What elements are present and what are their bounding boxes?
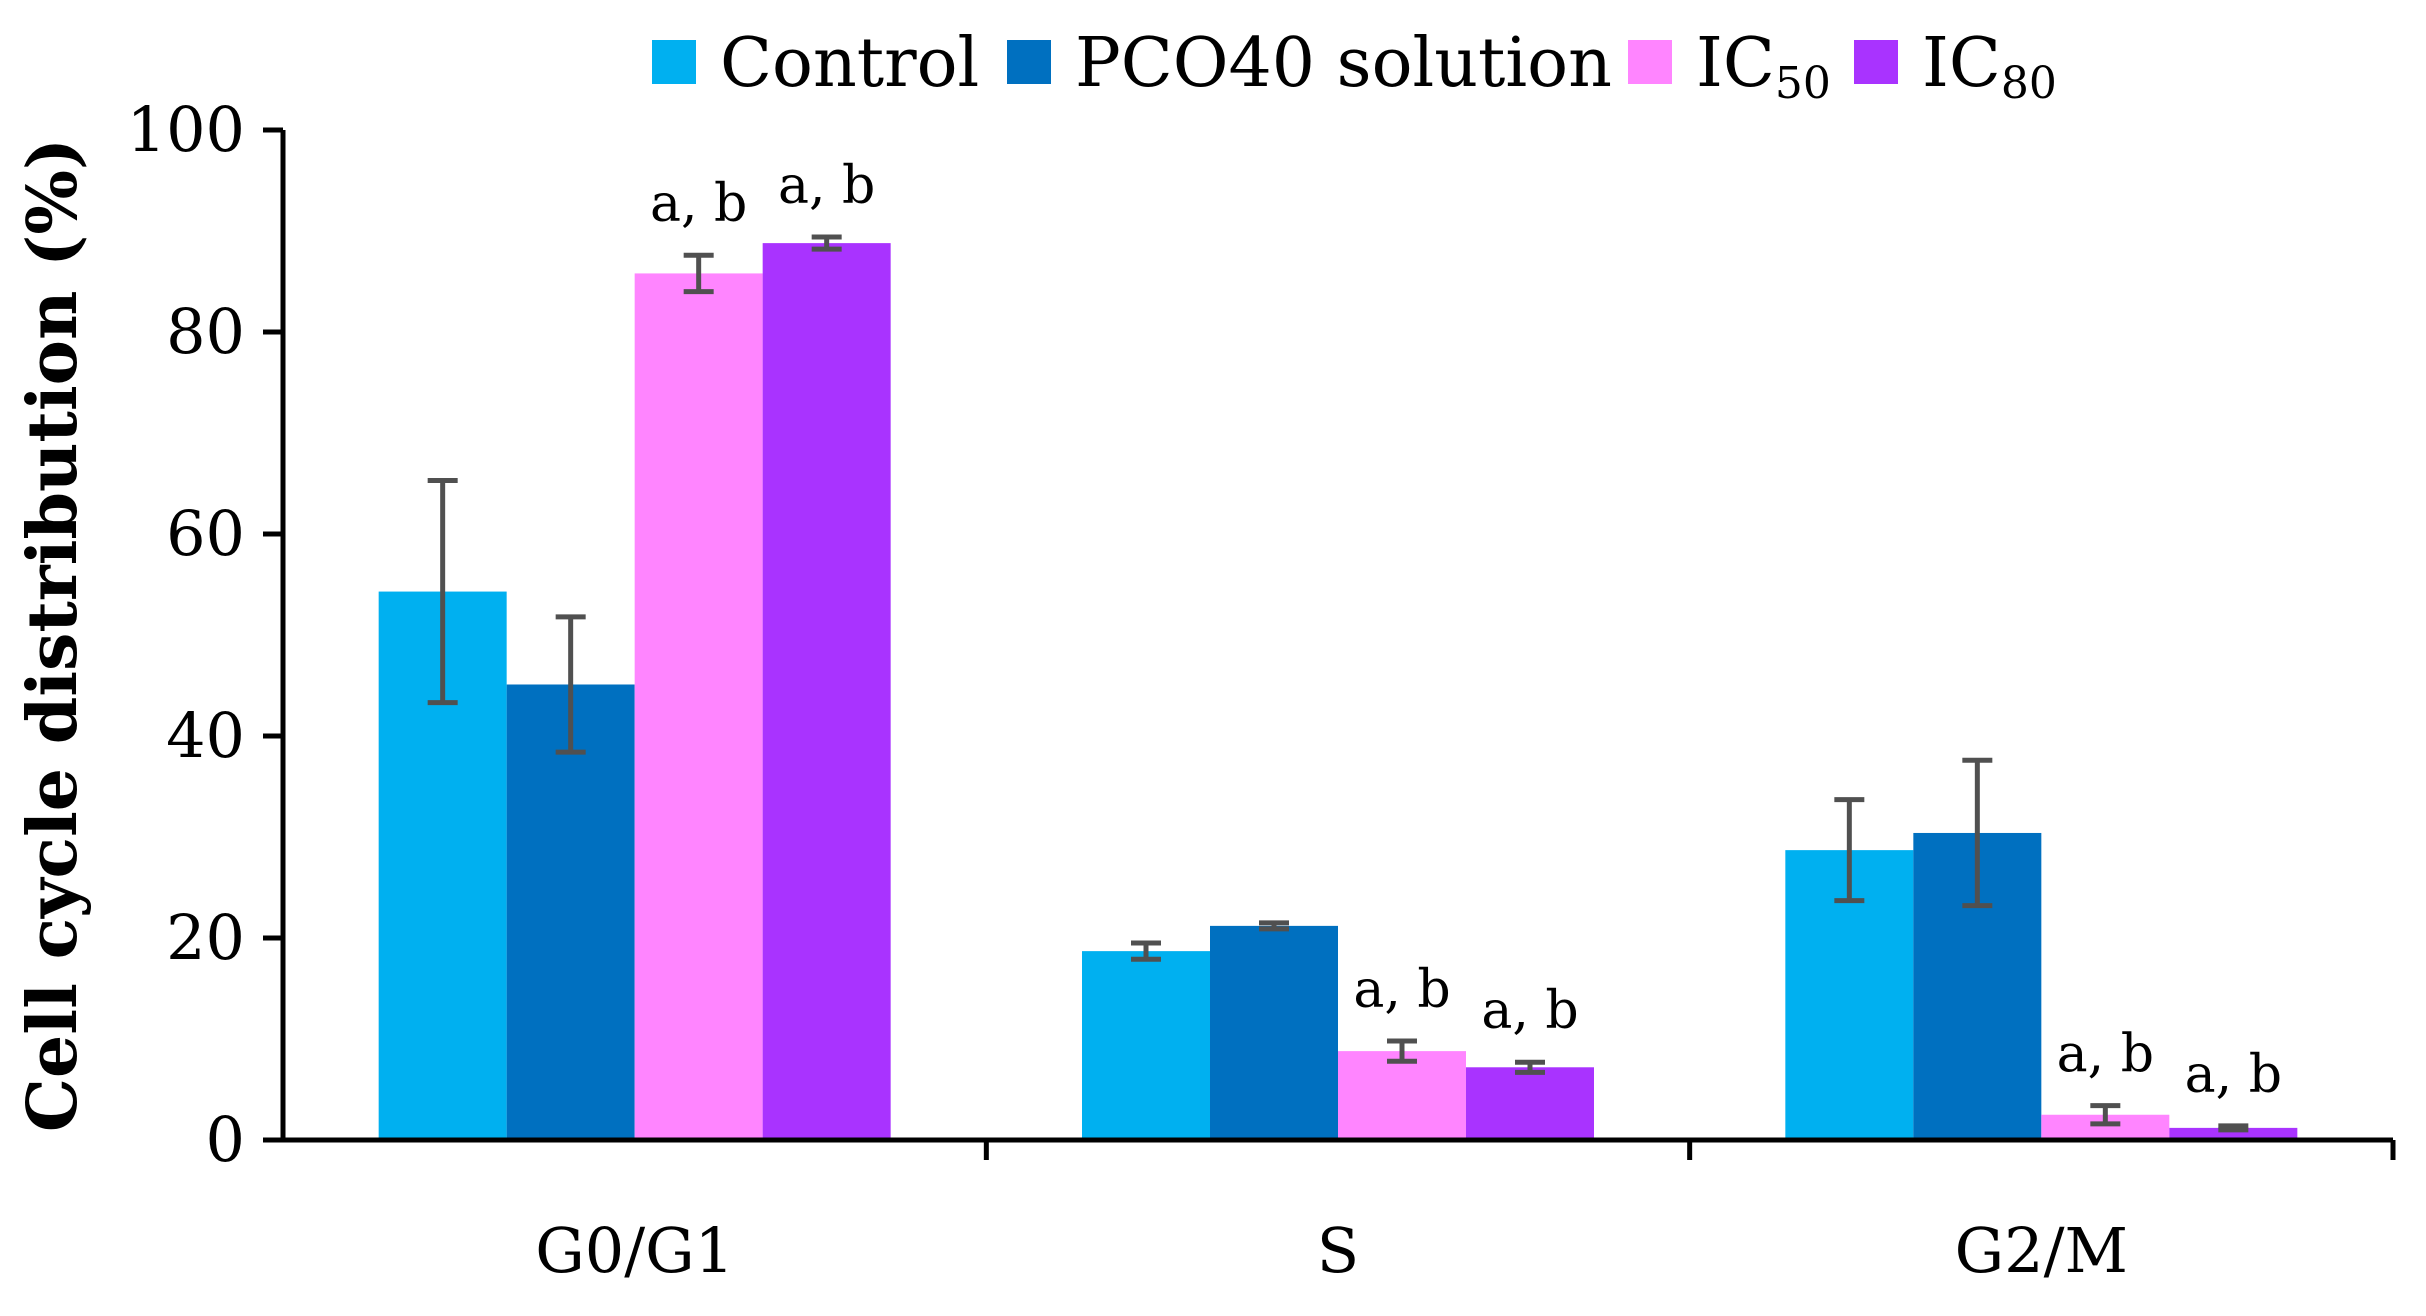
x-category-label: G2/M — [1955, 1214, 2128, 1287]
legend-label: Control — [720, 24, 979, 103]
legend: Control PCO40 solution IC50 IC80 — [652, 24, 2057, 109]
y-tick-label: 60 — [166, 497, 245, 570]
bar — [1210, 925, 1338, 1140]
bar — [634, 273, 763, 1140]
y-axis-title: Cell cycle distribution (%) — [13, 138, 93, 1132]
y-tick-label: 20 — [166, 901, 245, 974]
legend-label-subscript: 50 — [1775, 58, 1831, 109]
significance-label: a, b — [1353, 960, 1450, 1020]
x-category-label: G0/G1 — [535, 1214, 734, 1287]
legend-swatch — [1007, 40, 1051, 84]
y-tick-label: 80 — [166, 295, 245, 368]
bar — [1082, 951, 1210, 1140]
bars-layer — [378, 243, 2298, 1140]
error-bars-layer — [427, 234, 2249, 1133]
y-tick-label: 40 — [166, 699, 245, 772]
legend-swatch — [1628, 40, 1672, 84]
bar — [2169, 1127, 2298, 1140]
bar — [1338, 1051, 1466, 1140]
axes-layer: 0 20 40 60 80 100 G0/G1 S G2/M — [127, 93, 2396, 1287]
y-tick-label: 0 — [206, 1103, 245, 1176]
x-category-label: S — [1317, 1214, 1359, 1287]
legend-label: IC50 — [1696, 24, 1831, 109]
annotations-layer: a, b a, b a, b a, b a, b a, b — [650, 156, 2282, 1105]
significance-label: a, b — [650, 174, 747, 234]
legend-label-subscript: 80 — [2001, 58, 2057, 109]
legend-label: PCO40 solution — [1075, 24, 1612, 103]
y-tick-label: 100 — [127, 93, 245, 166]
bar — [1466, 1067, 1594, 1140]
bar — [762, 243, 891, 1140]
legend-swatch — [1854, 40, 1898, 84]
legend-swatch — [652, 40, 696, 84]
significance-label: a, b — [2185, 1045, 2282, 1105]
legend-label: IC80 — [1922, 24, 2057, 109]
significance-label: a, b — [2057, 1025, 2154, 1085]
bar — [506, 684, 635, 1140]
significance-label: a, b — [1481, 981, 1578, 1041]
significance-label: a, b — [778, 156, 875, 216]
